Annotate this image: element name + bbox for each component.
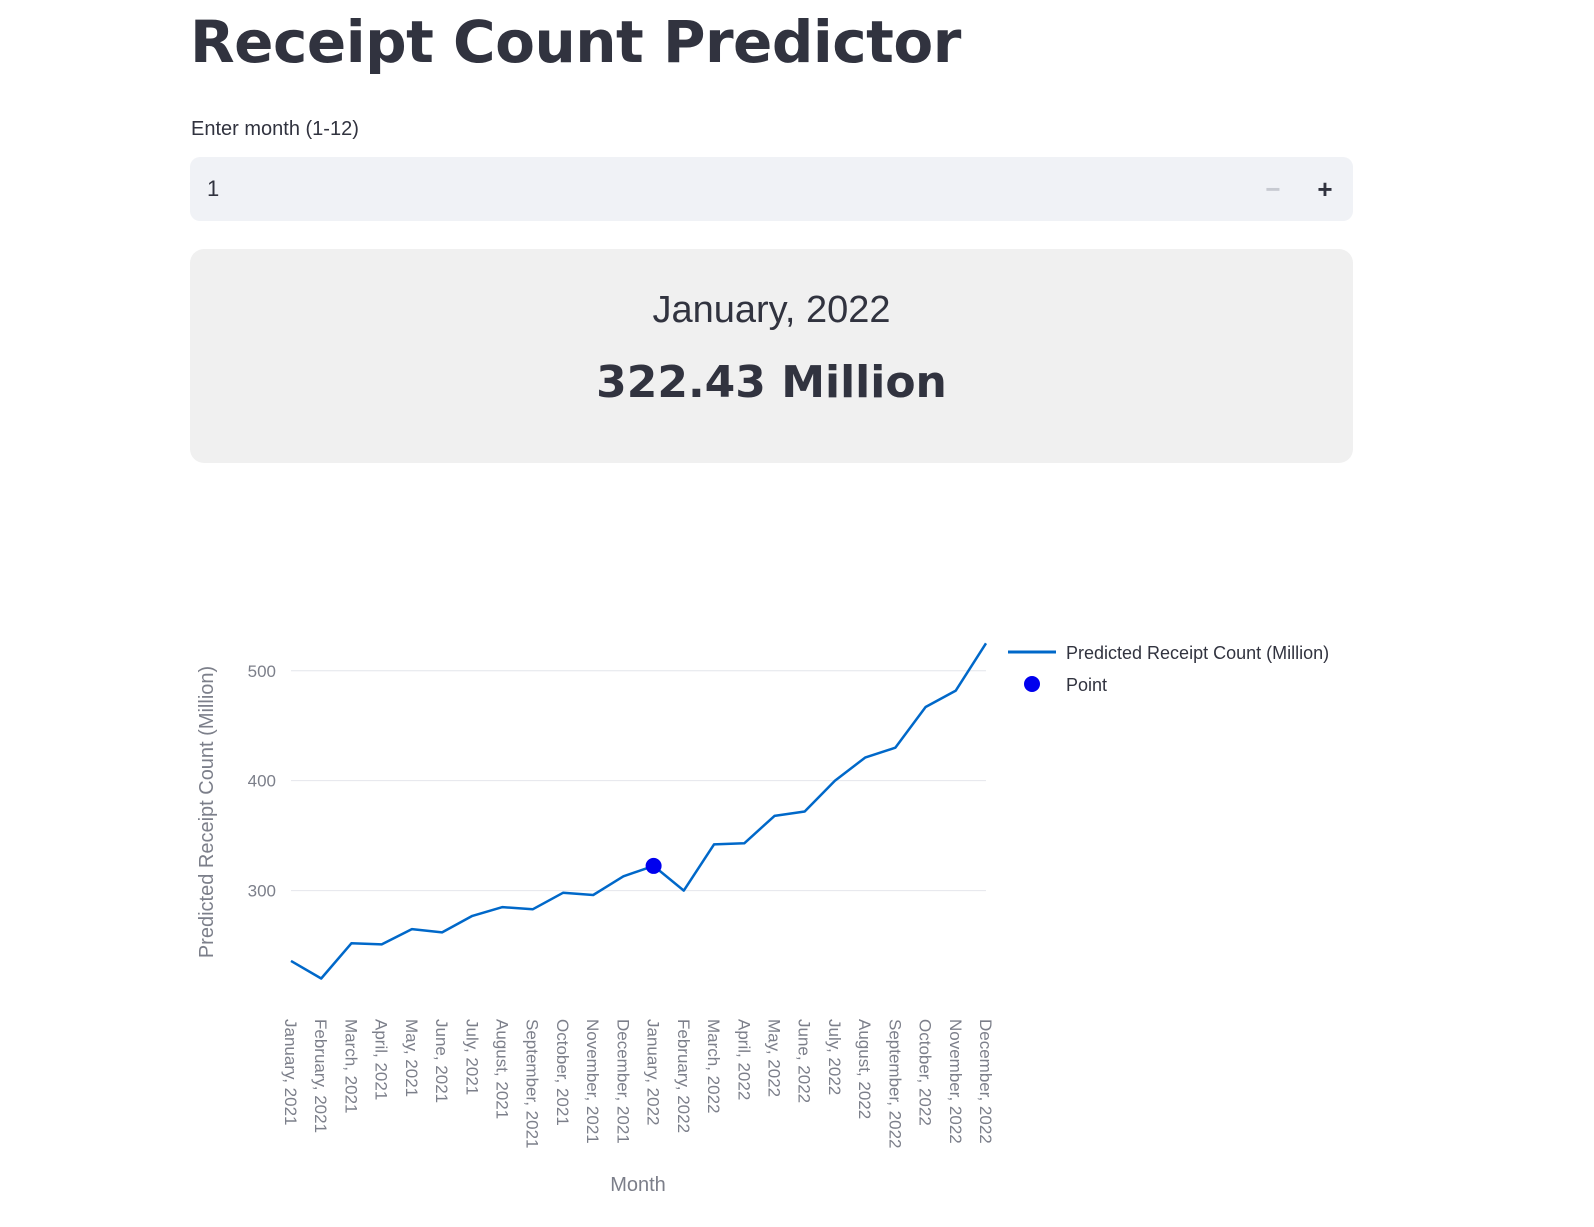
x-tick-label: October, 2022 [916, 1019, 935, 1126]
x-axis-title: Month [610, 1174, 666, 1196]
y-tick-label: 400 [248, 772, 276, 791]
x-tick-label: July, 2022 [825, 1019, 844, 1095]
x-tick-label: September, 2022 [885, 1019, 904, 1148]
series-line [290, 642, 988, 980]
x-tick-label: December, 2021 [613, 1019, 632, 1144]
legend-label-series: Predicted Receipt Count (Million) [1066, 643, 1329, 663]
increment-button[interactable]: + [1317, 173, 1333, 204]
x-tick-label: December, 2022 [976, 1019, 995, 1144]
x-tick-label: November, 2021 [583, 1019, 602, 1144]
x-tick-label: April, 2021 [372, 1019, 391, 1100]
x-tick-label: May, 2021 [402, 1019, 421, 1097]
x-tick-label: July, 2021 [462, 1019, 481, 1095]
page-title: Receipt Count Predictor [190, 8, 961, 76]
x-tick-label: June, 2022 [795, 1019, 814, 1103]
month-number-input: − + [190, 157, 1353, 221]
month-input-label: Enter month (1-12) [191, 118, 359, 140]
legend-point-swatch [1024, 676, 1040, 692]
x-tick-label: March, 2022 [704, 1019, 723, 1114]
x-tick-label: February, 2021 [311, 1019, 330, 1133]
legend-label-point: Point [1066, 675, 1107, 695]
x-tick-label: April, 2022 [734, 1019, 753, 1100]
x-tick-label: February, 2022 [674, 1019, 693, 1133]
month-input-field[interactable] [205, 175, 1109, 203]
x-tick-label: June, 2021 [432, 1019, 451, 1103]
y-axis-title: Predicted Receipt Count (Million) [196, 666, 218, 958]
x-tick-label: May, 2022 [764, 1019, 783, 1097]
prediction-month: January, 2022 [652, 289, 891, 331]
x-tick-label: January, 2022 [644, 1019, 663, 1125]
y-tick-label: 300 [248, 882, 276, 901]
y-tick-label: 500 [248, 662, 276, 681]
highlight-point [645, 857, 662, 874]
x-tick-label: November, 2022 [946, 1019, 965, 1144]
x-tick-label: August, 2022 [855, 1019, 874, 1119]
x-tick-label: October, 2021 [553, 1019, 572, 1126]
x-tick-label: September, 2021 [523, 1019, 542, 1148]
prediction-card: January, 2022 322.43 Million [190, 249, 1353, 463]
x-tick-label: March, 2021 [341, 1019, 360, 1114]
prediction-value: 322.43 Million [596, 357, 947, 408]
decrement-button[interactable]: − [1265, 173, 1281, 204]
x-tick-label: August, 2021 [493, 1019, 512, 1119]
x-tick-label: January, 2021 [281, 1019, 300, 1125]
